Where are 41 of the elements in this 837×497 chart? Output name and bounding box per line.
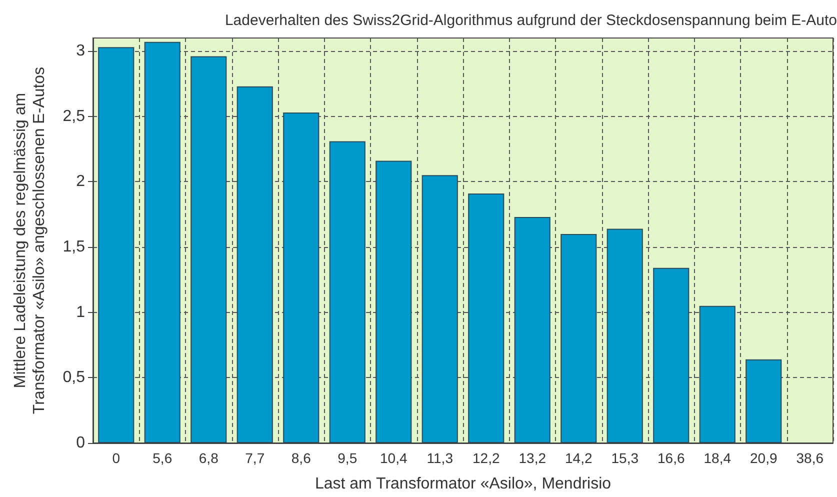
x-tick-label: 20,9 [750,450,778,466]
x-tick-label: 5,6 [152,450,172,466]
bar [98,47,134,443]
bar [468,193,504,443]
bar [606,228,643,443]
bar [514,216,550,443]
bar [560,234,597,443]
x-tick-label: 8,6 [291,450,312,466]
bar [746,359,782,443]
x-tick-label: 18,4 [704,450,732,466]
bar [190,56,227,443]
x-tick-label: 10,4 [380,450,408,466]
y-tick-label: 1,5 [62,238,86,256]
x-tick-label: 13,2 [518,450,546,466]
x-tick-label: 9,5 [338,450,358,466]
y-tick-label: 2,5 [62,108,86,125]
bar [699,306,736,443]
bar [653,268,690,443]
bar [283,112,320,443]
x-tick-label: 6,8 [198,450,219,466]
x-tick-label: 15,3 [611,450,639,466]
y-axis-title: Mittlere Ladeleistung des regelmässig am Transformator «Asilo» angeschlossenen E-Autos [12,66,48,414]
chart-title: Ladeverhalten des Swiss2Grid-Algorithmus aufgrund der Steckdosenspannung beim E-Auto [224,12,837,29]
bar [422,175,458,443]
x-tick-label: 38,6 [796,450,824,466]
x-tick-label: 12,2 [472,450,500,466]
bar [376,160,412,443]
y-tick-label: 0 [76,434,86,452]
x-tick-label: 7,7 [245,450,265,466]
bar [329,141,366,443]
x-tick-label: 14,2 [565,450,592,466]
y-tick-label: 1 [76,304,86,321]
y-tick-label: 2 [76,173,86,190]
y-tick-label: 0,5 [62,369,86,386]
x-tick-label: 0 [112,450,120,466]
x-tick-label: 16,6 [658,450,685,466]
bar [144,42,180,443]
x-tick-label: 11,3 [426,450,454,466]
y-tick-label: 3 [76,42,86,60]
bar [236,86,273,443]
x-axis-title: Last am Transformator «Asilo», Mendrisio [314,476,612,492]
